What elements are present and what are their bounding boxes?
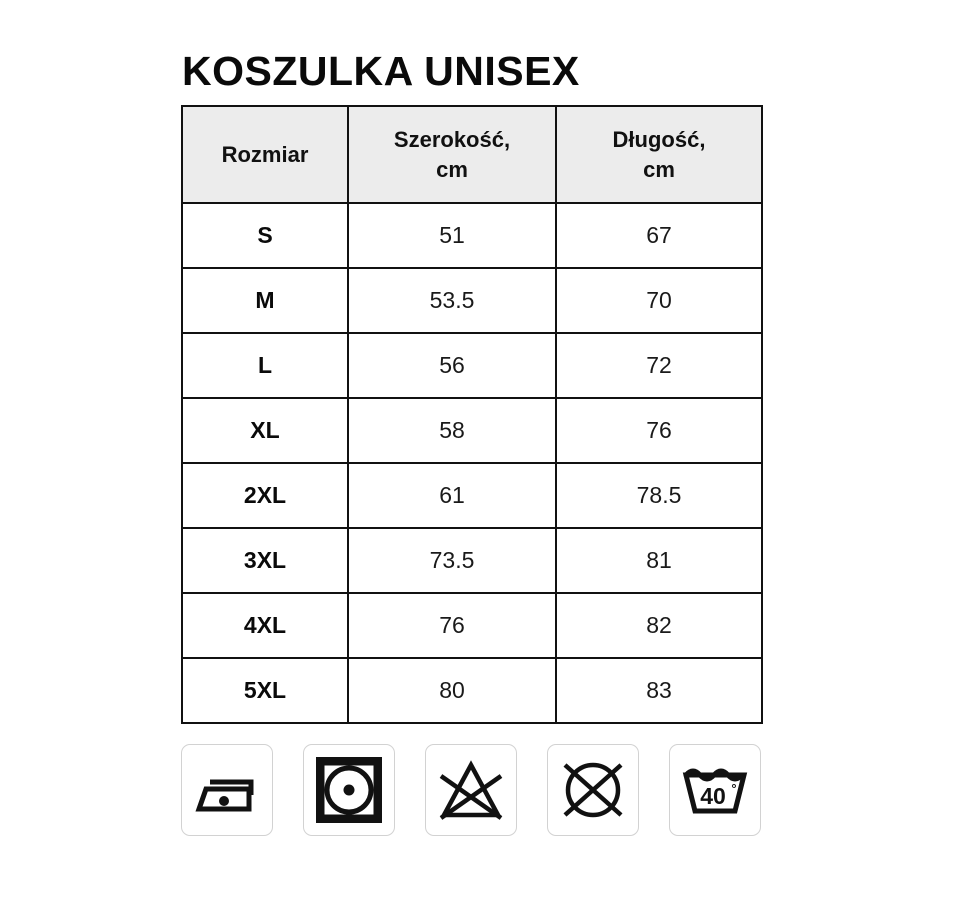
care-symbols-row: 40 ° [181,744,761,836]
cell-size: XL [181,397,349,464]
header-row: Rozmiar Szerokość, cm Długość, cm [181,105,763,204]
table-header: Rozmiar Szerokość, cm Długość, cm [181,105,763,204]
cell-width: 61 [347,462,557,529]
iron-low-heat-icon [193,762,261,818]
cell-length: 67 [555,202,763,269]
cell-size: L [181,332,349,399]
wash-degree-mark: ° [731,781,736,796]
header-label-size: Rozmiar [221,141,309,167]
cell-width: 73.5 [347,527,557,594]
cell-size: 5XL [181,657,349,724]
cell-size: S [181,202,349,269]
table-row: XL 58 76 [181,397,763,464]
care-symbol-wash-40: 40 ° [669,744,761,836]
cell-length: 83 [555,657,763,724]
table-row: S 51 67 [181,202,763,269]
tumble-dry-low-icon [316,757,382,823]
cell-length: 82 [555,592,763,659]
care-symbol-do-not-bleach [425,744,517,836]
header-label-width-line2: cm [436,156,468,182]
cell-length: 76 [555,397,763,464]
care-symbol-iron [181,744,273,836]
table-row: L 56 72 [181,332,763,399]
cell-size: 3XL [181,527,349,594]
table-row: 3XL 73.5 81 [181,527,763,594]
size-table: Rozmiar Szerokość, cm Długość, cm S 51 6… [181,105,763,724]
cell-width: 51 [347,202,557,269]
cell-size: 4XL [181,592,349,659]
cell-width: 53.5 [347,267,557,334]
cell-length: 78.5 [555,462,763,529]
wash-temperature-label: 40 [700,783,726,809]
header-label-length-line2: cm [643,156,675,182]
table-body: S 51 67 M 53.5 70 L 56 72 XL 58 76 2XL 6 [181,202,763,724]
cell-length: 72 [555,332,763,399]
table-row: M 53.5 70 [181,267,763,334]
care-symbol-tumble-dry [303,744,395,836]
header-cell-length: Długość, cm [555,105,763,204]
cell-width: 80 [347,657,557,724]
cell-length: 70 [555,267,763,334]
cell-width: 58 [347,397,557,464]
page-title: KOSZULKA UNISEX [182,48,580,94]
header-label-width-line1: Szerokość, [393,126,511,152]
header-cell-width: Szerokość, cm [347,105,557,204]
header-cell-size: Rozmiar [181,105,349,204]
cell-width: 56 [347,332,557,399]
header-label-length-line1: Długość, [612,126,706,152]
table-row: 2XL 61 78.5 [181,462,763,529]
do-not-bleach-icon [438,759,504,821]
cell-size: 2XL [181,462,349,529]
cell-width: 76 [347,592,557,659]
care-symbol-do-not-dry-clean [547,744,639,836]
table-row: 5XL 80 83 [181,657,763,724]
do-not-dry-clean-icon [560,757,626,823]
table-row: 4XL 76 82 [181,592,763,659]
cell-length: 81 [555,527,763,594]
wash-40-icon: 40 ° [681,763,749,817]
cell-size: M [181,267,349,334]
